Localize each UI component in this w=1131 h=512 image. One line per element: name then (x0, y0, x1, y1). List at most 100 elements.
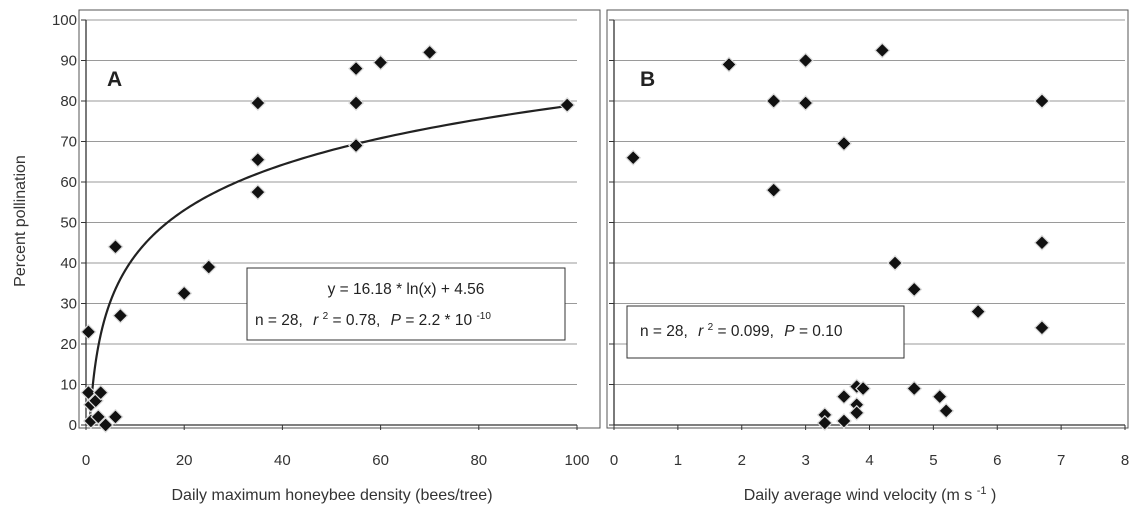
panel-a-plot-frame (78, 9, 601, 429)
panel-a-stats: n = 28, r 2 = 0.78, P = 2.2 * 10 -10 (255, 306, 491, 329)
panel-b-letter: B (640, 68, 655, 91)
panel-b-r-symbol: r (698, 323, 704, 340)
panel-a-data-point (251, 96, 265, 110)
panel-b-annotation-box (626, 305, 905, 359)
panel-b-data-point (799, 54, 812, 67)
panel-b-data-point (722, 58, 736, 71)
panel-b-x-axis-label: Daily average wind velocity (m s -1 ) (744, 481, 997, 504)
panel-b-x-ticks: 0 1 2 3 4 5 6 7 8 (610, 425, 1129, 469)
panel-a-data-point (374, 56, 387, 69)
panel-b-x-tick-label: 7 (1057, 452, 1065, 469)
panel-b-x-axis-label-main: Daily average wind velocity (m s (744, 487, 973, 504)
panel-a-data-point (109, 240, 122, 254)
panel-b-data-point (888, 256, 902, 270)
panel-b: 0 1 2 3 4 5 6 7 8 B n = 28, r 2 = 0.099, P = 0.1… (606, 9, 1129, 504)
panel-a-r-exp: 2 (323, 311, 329, 322)
panel-a-y-ticks: 0 10 20 30 40 50 60 70 80 90 100 (52, 12, 614, 434)
panel-b-x-axis-label-exp: -1 (977, 485, 987, 497)
panel-a-r-symbol: r (313, 312, 319, 329)
panel-a-data-point (202, 260, 216, 274)
panel-b-data-point (1035, 94, 1049, 108)
panel-a-y-tick-label: 40 (60, 255, 77, 272)
panel-a-x-tick-label: 20 (176, 452, 193, 469)
panel-a-annotation-box (246, 267, 566, 341)
panel-b-x-tick-label: 6 (993, 452, 1001, 469)
panel-a-x-axis-label: Daily maximum honeybee density (bees/tre… (171, 487, 492, 504)
panel-a-p-symbol: P (391, 312, 402, 329)
panel-b-x-tick-label: 4 (865, 452, 873, 469)
panel-a-data-point (560, 98, 574, 112)
panel-b-data-point (907, 382, 921, 395)
panel-a-data-point (82, 386, 95, 399)
panel-b-data-point (767, 94, 781, 108)
panel-b-x-tick-label: 8 (1121, 452, 1129, 469)
panel-b-r-value: = 0.099, (718, 323, 774, 340)
panel-b-data-point (907, 282, 921, 296)
panel-a-x-tick-label: 100 (564, 452, 589, 469)
panel-b-data-point (875, 44, 889, 57)
panel-a-equation: y = 16.18 * ln(x) + 4.56 (328, 281, 485, 298)
panel-a-p-exp: -10 (476, 311, 491, 322)
panel-a-y-tick-label: 60 (60, 174, 77, 191)
panel-a-data-point (349, 62, 363, 75)
panel-a-x-tick-label: 60 (372, 452, 389, 469)
panel-a-y-tick-label: 10 (60, 377, 77, 394)
panel-a-gridlines (86, 19, 577, 385)
panel-a-p-value: = 2.2 * 10 (405, 312, 472, 329)
panel-a-x-tick-label: 0 (82, 452, 90, 469)
panel-b-plot-frame (606, 9, 1129, 429)
panel-a-data-point (91, 410, 105, 424)
panel-a-r-value: = 0.78, (333, 312, 381, 329)
panel-a-y-tick-label: 80 (60, 93, 77, 110)
panel-a-n: n = 28, (255, 312, 303, 329)
panel-b-points (625, 42, 1050, 431)
panel-b-data-point (837, 414, 851, 428)
panel-a-data-point (251, 153, 265, 167)
panel-b-x-axis-label-end: ) (991, 487, 996, 504)
panel-b-n: n = 28, (640, 323, 688, 340)
panel-b-x-tick-label: 2 (738, 452, 746, 469)
panel-b-data-point (856, 382, 870, 395)
panel-a-x-ticks: 0 20 40 60 80 100 (82, 425, 590, 469)
panel-b-data-point (837, 137, 851, 150)
panel-b-x-tick-label: 5 (929, 452, 937, 469)
panel-b-data-point (1035, 321, 1049, 335)
panel-b-x-tick-label: 1 (674, 452, 682, 469)
y-axis-label: Percent pollination (12, 155, 29, 287)
panel-a-data-point (114, 309, 127, 323)
panel-b-data-point (818, 416, 832, 430)
panel-b-p-symbol: P (784, 323, 795, 340)
panel-a-y-tick-label: 50 (60, 215, 77, 232)
panel-b-data-point (837, 390, 851, 404)
panel-a-points (80, 44, 576, 433)
panel-b-x-tick-label: 3 (801, 452, 809, 469)
panel-a-y-tick-label: 100 (52, 12, 77, 29)
panel-b-data-point (971, 305, 985, 318)
panel-a-y-tick-label: 70 (60, 134, 77, 151)
panel-b-data-point (939, 404, 953, 418)
panel-a-data-point (109, 410, 122, 424)
panel-a-data-point (82, 325, 95, 339)
panel-b-x-tick-label: 0 (610, 452, 618, 469)
panel-a-data-point (177, 287, 191, 300)
panel-a-data-point (423, 46, 437, 59)
panel-b-stats: n = 28, r 2 = 0.099, P = 0.10 (640, 317, 843, 340)
panel-a-x-tick-label: 80 (470, 452, 487, 469)
panel-b-data-point (850, 406, 864, 420)
panel-a-data-point (349, 96, 363, 110)
panel-a-data-point (349, 139, 363, 152)
panel-a-data-point (251, 185, 265, 199)
panel-a-letter: A (107, 68, 122, 91)
panel-b-data-point (1035, 236, 1049, 250)
panel-a-y-tick-label: 90 (60, 53, 77, 70)
panel-b-p-value: = 0.10 (799, 323, 843, 340)
panel-a-y-tick-label: 0 (69, 417, 77, 434)
panel-a-y-tick-label: 30 (60, 296, 77, 313)
panel-a-data-point (94, 386, 108, 399)
panel-a-y-tick-label: 20 (60, 336, 77, 353)
panel-b-data-point (767, 183, 781, 197)
panel-a: 0 10 20 30 40 50 60 70 80 90 100 0 20 40 60 80 100 A y … (52, 9, 614, 504)
panel-b-data-point (799, 96, 812, 110)
panel-b-data-point (933, 390, 947, 404)
